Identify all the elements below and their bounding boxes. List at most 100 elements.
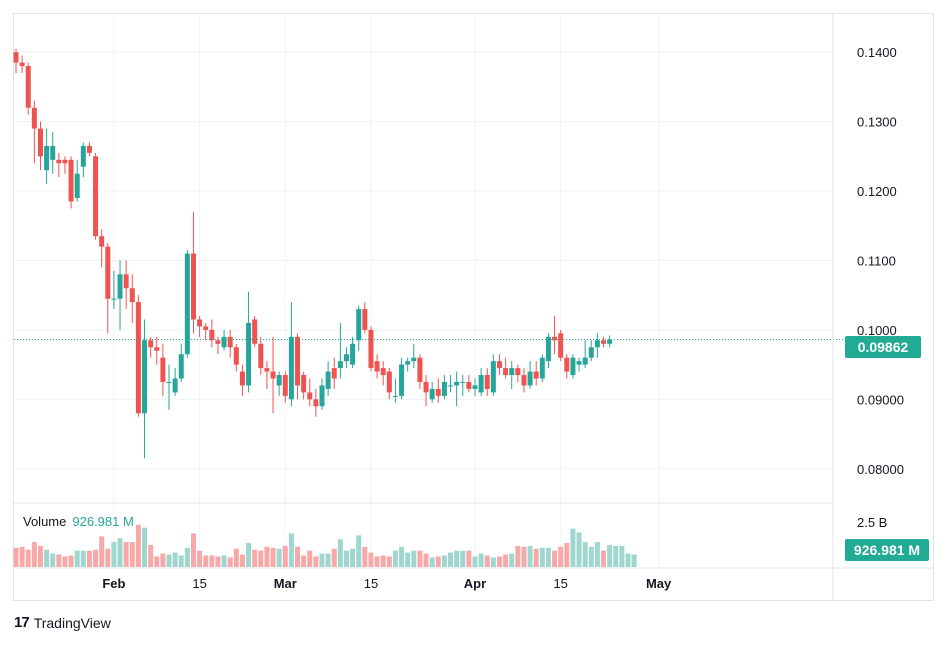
volume-bar (423, 553, 429, 567)
candle (111, 270, 117, 310)
volume-bar (135, 524, 141, 567)
candle (203, 322, 209, 341)
candle (239, 364, 245, 396)
candle (56, 152, 62, 178)
volume-bar (350, 548, 356, 567)
candle-body (123, 274, 129, 289)
candle-body (270, 371, 276, 379)
tradingview-logo[interactable]: 17 TradingView (14, 614, 111, 631)
volume-bar (368, 552, 374, 567)
candle (484, 368, 490, 396)
candle (362, 302, 368, 334)
volume-bar (478, 553, 484, 567)
candle (264, 361, 270, 389)
candle (313, 388, 319, 417)
volume-bar (337, 539, 343, 567)
volume-bar (631, 554, 637, 567)
candle-body (203, 326, 209, 330)
volume-bar (454, 550, 460, 567)
candle-body (178, 354, 184, 379)
candle (166, 364, 172, 410)
time-axis[interactable]: Feb 15 Mar 15 Apr 15 May (102, 576, 672, 591)
candle-body (539, 357, 545, 379)
candle (19, 55, 25, 74)
candle (172, 368, 178, 396)
volume-bar (19, 546, 25, 567)
volume-bar (380, 555, 386, 567)
candle (607, 335, 613, 348)
candle (31, 100, 37, 164)
volume-bar (301, 555, 307, 567)
candle-body (233, 347, 239, 365)
candle-body (93, 156, 99, 237)
volume-bar (105, 548, 111, 567)
volume-badge: 926.981 M (845, 539, 929, 561)
y-tick-label: 0.1000 (857, 323, 897, 338)
candle-body (362, 309, 368, 330)
y-tick-label: 0.1400 (857, 45, 897, 60)
candle (331, 357, 337, 389)
candle-body (129, 288, 135, 303)
volume-bar (374, 556, 380, 567)
volume-legend[interactable]: Volume 926.981 M (23, 514, 134, 529)
candle-body (521, 375, 527, 386)
volume-bar (239, 554, 245, 567)
volume-bar (509, 553, 515, 567)
volume-bar (460, 550, 466, 567)
volume-legend-label: Volume (23, 514, 67, 529)
volume-bar (264, 546, 270, 567)
candle-body (50, 145, 56, 160)
candle-body (117, 274, 123, 299)
volume-bar (307, 550, 313, 567)
candle-body (368, 329, 374, 369)
candle (135, 295, 141, 417)
candle-body (190, 253, 196, 320)
volume-bar (411, 550, 417, 567)
y-tick-label: 0.1100 (857, 253, 896, 268)
volume-bar (13, 547, 19, 567)
candle (509, 361, 515, 389)
candle (246, 291, 252, 393)
volume-bar (154, 556, 160, 567)
volume-bar (178, 555, 184, 567)
candle-body (74, 173, 80, 198)
candle-body (496, 361, 502, 369)
volume-bar (392, 550, 398, 567)
volume-bar (472, 556, 478, 567)
price-axis[interactable]: 0.08000 0.09000 0.1000 0.1100 0.1200 0.1300 0.… (857, 45, 904, 477)
candle-body (99, 236, 105, 247)
candle (68, 156, 74, 209)
candle (466, 375, 472, 393)
candle-body (288, 336, 294, 400)
volume-bar (31, 542, 37, 567)
candle-body (588, 347, 594, 358)
candle-body (527, 371, 533, 386)
candle-body (313, 399, 319, 407)
candle (99, 229, 105, 268)
volume-bar (117, 538, 123, 567)
candle (392, 378, 398, 403)
candle (454, 371, 460, 407)
candle (411, 343, 417, 369)
volume-bar (221, 555, 227, 567)
volume-bar (588, 546, 594, 567)
volume-bar (625, 553, 631, 567)
candle-body (399, 364, 405, 396)
candle-body (13, 52, 19, 63)
candle-body (197, 319, 203, 327)
candle-body (142, 340, 148, 414)
candle (209, 319, 215, 348)
candle-body (160, 357, 166, 382)
candle-body (448, 385, 454, 387)
volume-bar (203, 555, 209, 567)
candle-body (558, 333, 564, 358)
y-tick-label: 0.08000 (857, 462, 904, 477)
candle (288, 302, 294, 407)
candle (594, 333, 600, 358)
candle-body (282, 375, 288, 396)
volume-bar (209, 555, 215, 567)
candle (270, 336, 276, 414)
volume-bar (282, 545, 288, 567)
volume-bar (288, 533, 294, 567)
